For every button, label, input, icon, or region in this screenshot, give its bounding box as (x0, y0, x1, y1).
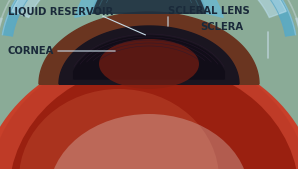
Text: SCLERA: SCLERA (200, 22, 243, 32)
Text: CORNEA: CORNEA (8, 46, 54, 56)
Polygon shape (74, 36, 224, 79)
Ellipse shape (49, 114, 249, 169)
Polygon shape (59, 26, 239, 84)
Polygon shape (91, 0, 207, 13)
Polygon shape (39, 12, 259, 84)
Ellipse shape (99, 39, 199, 89)
Ellipse shape (19, 89, 219, 169)
Ellipse shape (0, 49, 298, 169)
Text: LIQUID RESERVOIR: LIQUID RESERVOIR (8, 7, 113, 17)
Ellipse shape (9, 64, 298, 169)
Polygon shape (12, 0, 286, 17)
Polygon shape (2, 0, 296, 36)
Text: SCLERAL LENS: SCLERAL LENS (168, 6, 250, 16)
Polygon shape (75, 0, 223, 17)
Ellipse shape (0, 49, 298, 169)
